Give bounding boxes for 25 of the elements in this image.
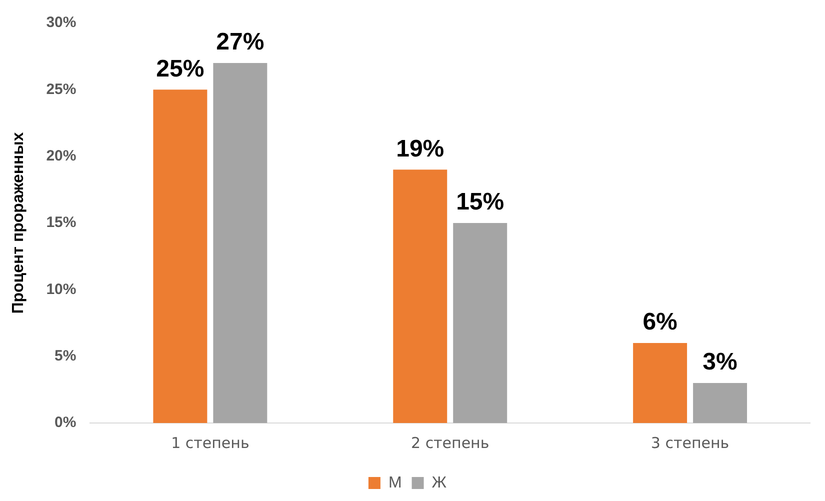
y-tick-label: 0% [54,414,76,432]
y-tick-label: 10% [46,280,76,298]
text: 25% [156,55,204,82]
y-tick-label: 30% [46,14,76,32]
legend-label: Ж [432,474,447,492]
bar [633,343,688,423]
x-tick-label: 3 степень [650,434,730,452]
legend-label: М [388,474,402,492]
bar [213,63,268,423]
text: 19% [396,135,444,162]
text: 27% [216,28,264,56]
text: 15% [456,188,504,216]
bar [393,170,448,423]
x-tick-label: 2 степень [411,434,490,452]
y-tick-label: 15% [46,214,76,232]
bar [693,383,748,423]
y-tick-label: 5% [54,347,76,364]
bar [453,223,508,423]
x-tick-label: 1 степень [171,434,250,452]
text: 6% [642,308,678,336]
y-axis-title: Процент прораженных [10,132,28,314]
text: 3% [702,348,738,376]
y-tick-label: 20% [46,147,76,164]
bar [153,90,208,423]
y-tick-label: 25% [46,80,76,98]
